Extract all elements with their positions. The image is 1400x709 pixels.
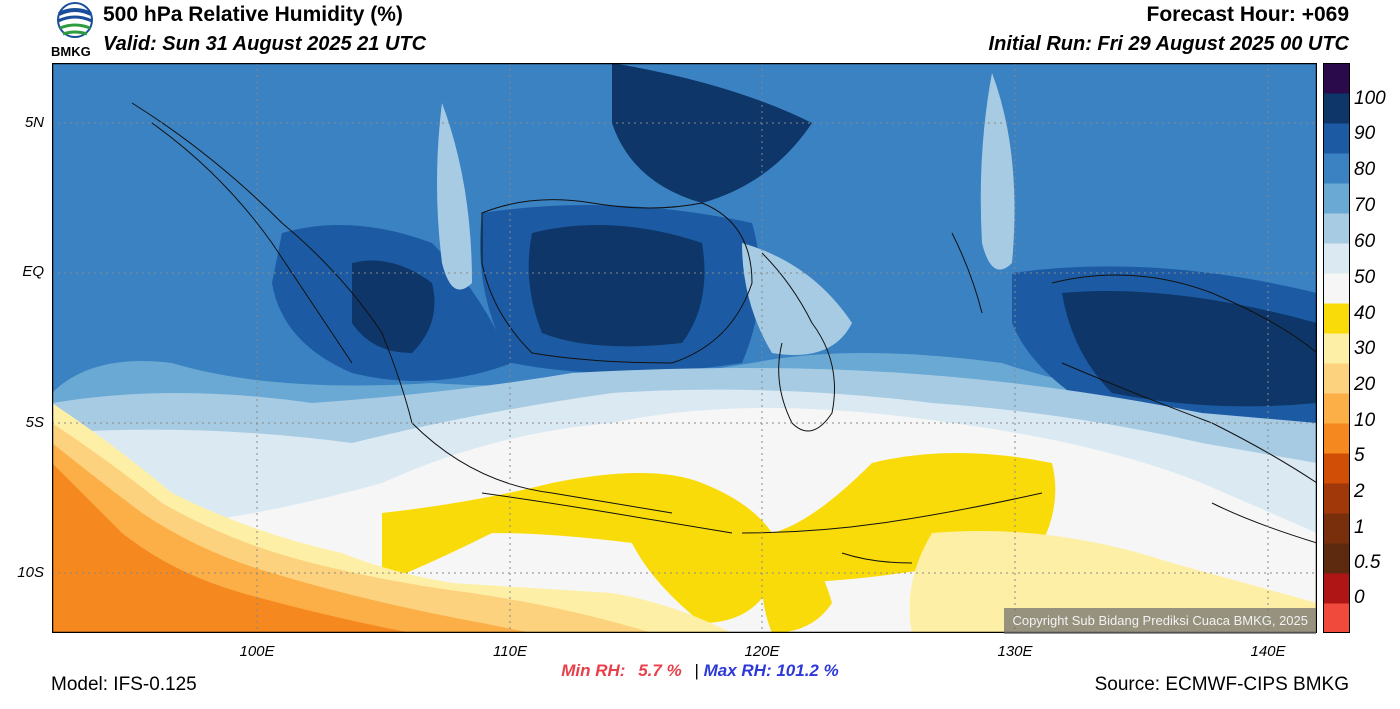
rh-2-5-area-sw <box>52 463 412 633</box>
max-rh-value: 101.2 % <box>776 661 839 680</box>
lon-label-130e: 130E <box>997 643 1033 660</box>
colorbar-swatch-2 <box>1323 543 1350 574</box>
colorbar-swatch-9 <box>1323 333 1350 364</box>
colorbar-swatch-11 <box>1323 273 1350 304</box>
colorbar-swatch-18 <box>1323 63 1350 94</box>
colorbar-swatch-10 <box>1323 303 1350 334</box>
lon-label-110e: 110E <box>493 643 527 660</box>
colorbar-swatch-1 <box>1323 573 1350 604</box>
colorbar-label-100: 100 <box>1354 88 1386 109</box>
colorbar-label-40: 40 <box>1354 303 1376 324</box>
rh-30-40-area-south <box>762 533 832 633</box>
bmkg-logo: BMKG <box>50 0 100 60</box>
colorbar-swatch-16 <box>1323 123 1350 154</box>
rh-dry-area-sulawesi <box>742 243 852 355</box>
max-rh-label: Max RH: <box>703 661 772 680</box>
colorbar-label-60: 60 <box>1354 231 1376 252</box>
colorbar-label-1: 1 <box>1354 517 1365 538</box>
colorbar-frame <box>1323 63 1350 633</box>
lon-label-140e: 140E <box>1250 643 1286 660</box>
stats-separator: | <box>694 661 699 680</box>
colorbar-label-80: 80 <box>1354 159 1376 180</box>
colorbar-swatch-7 <box>1323 393 1350 424</box>
rh-stats: Min RH: 5.7 % | Max RH: 101.2 % <box>0 661 1400 681</box>
colorbar-swatch-3 <box>1323 513 1350 544</box>
rh-20-30-area-east <box>909 531 1317 633</box>
bmkg-logo-text: BMKG <box>51 44 91 59</box>
source-info: Source: ECMWF-CIPS BMKG <box>1094 674 1349 695</box>
colorbar-label-5: 5 <box>1354 445 1365 466</box>
colorbar-swatch-4 <box>1323 483 1350 514</box>
lat-label-5n: 5N <box>24 114 44 131</box>
coastlines <box>131 102 1317 564</box>
map-title: 500 hPa Relative Humidity (%) <box>103 3 403 26</box>
colorbar-swatch-14 <box>1323 183 1350 214</box>
rh-dry-streak-2 <box>980 73 1015 270</box>
colorbar-swatch-0 <box>1323 603 1350 634</box>
min-rh-label: Min RH: <box>561 661 626 680</box>
lat-label-10s: 10S <box>17 564 44 581</box>
colorbar-swatch-6 <box>1323 423 1350 454</box>
humidity-map <box>51 62 1318 634</box>
model-info: Model: IFS-0.125 <box>51 674 197 695</box>
rh-90-100-area-north <box>612 63 812 203</box>
rh-90-100-area-papua <box>1062 291 1317 407</box>
rh-30-40-area <box>382 453 1056 623</box>
lon-label-100e: 100E <box>239 643 275 660</box>
colorbar-swatch-12 <box>1323 243 1350 274</box>
colorbar-label-90: 90 <box>1354 123 1376 144</box>
colorbar-label-2: 2 <box>1354 481 1365 502</box>
colorbar-swatch-8 <box>1323 363 1350 394</box>
colorbar-label-10: 10 <box>1354 410 1376 431</box>
colorbar-label-30: 30 <box>1354 338 1376 359</box>
colorbar-swatch-15 <box>1323 153 1350 184</box>
rh-dry-streak-1 <box>437 103 472 290</box>
rh-90-100-area-sumatra <box>352 260 435 353</box>
lat-label-eq: EQ <box>22 263 44 280</box>
min-rh-value: 5.7 % <box>638 661 682 680</box>
colorbar-label-20: 20 <box>1354 374 1376 395</box>
colorbar <box>1323 63 1350 634</box>
colorbar-swatch-17 <box>1323 93 1350 124</box>
map-frame <box>51 62 1318 634</box>
lon-label-120e: 120E <box>744 643 780 660</box>
initial-run: Initial Run: Fri 29 August 2025 00 UTC <box>988 33 1349 55</box>
colorbar-swatch-5 <box>1323 453 1350 484</box>
colorbar-swatch-13 <box>1323 213 1350 244</box>
lat-label-5s: 5S <box>25 414 44 431</box>
colorbar-label-70: 70 <box>1354 195 1376 216</box>
copyright-notice: Copyright Sub Bidang Prediksi Cuaca BMKG… <box>1004 608 1316 634</box>
gridlines <box>52 63 1317 633</box>
colorbar-label-0: 0 <box>1354 587 1365 608</box>
forecast-hour: Forecast Hour: +069 <box>1146 3 1350 26</box>
colorbar-label-0-5: 0.5 <box>1354 552 1381 573</box>
valid-time: Valid: Sun 31 August 2025 21 UTC <box>103 33 427 55</box>
colorbar-label-50: 50 <box>1354 267 1376 288</box>
rh-90-100-area-borneo <box>528 225 705 347</box>
